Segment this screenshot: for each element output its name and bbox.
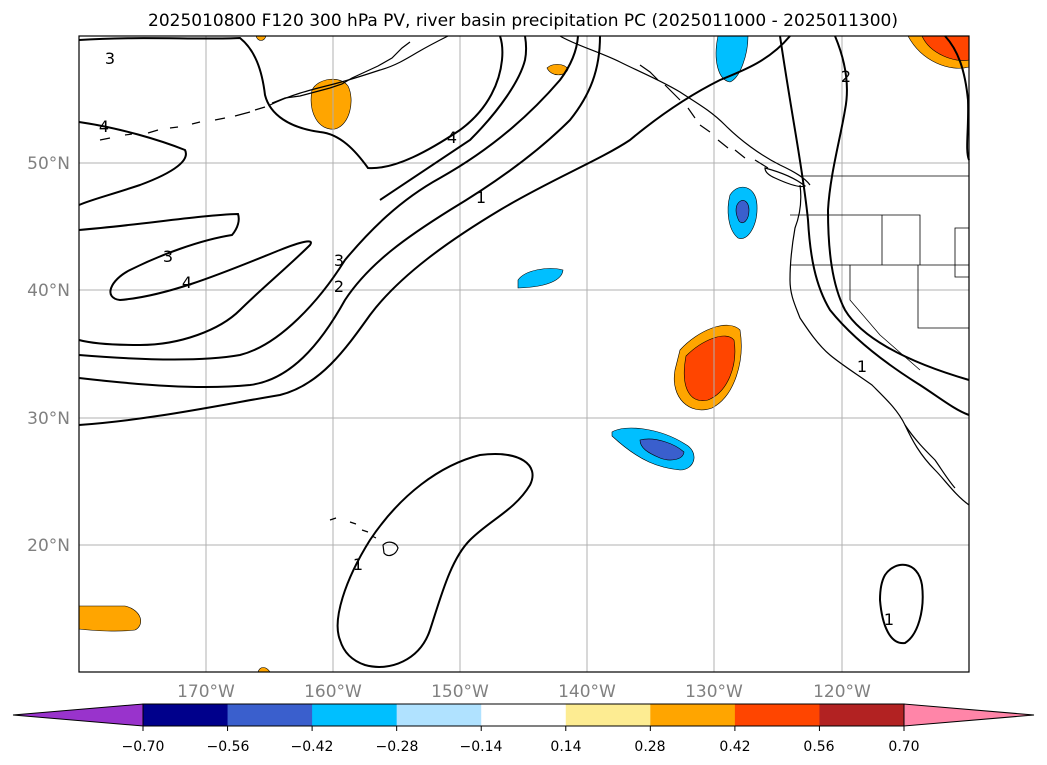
graticule <box>79 36 969 672</box>
colorbar-tick-label: −0.28 <box>376 739 419 755</box>
bc-islands <box>639 64 769 169</box>
colorbar-segment <box>481 704 567 726</box>
colorbar-extend-high <box>904 704 1034 726</box>
colorbar-segment <box>734 704 820 726</box>
colorbar-extend-low <box>13 704 143 726</box>
contour-labels: 3 4 4 1 3 4 3 2 1 1 2 1 <box>99 49 894 629</box>
colorbar-segments <box>13 704 1034 726</box>
colorbar-tick-label: 0.56 <box>803 739 834 755</box>
alaska-coast <box>269 35 449 106</box>
precip-anomaly-orange-west <box>78 605 142 632</box>
lon-label-130w: 130°W <box>685 682 743 702</box>
colorbar-segment <box>143 704 229 726</box>
colorbar-segment <box>227 704 313 726</box>
lat-label-40n: 40°N <box>27 281 70 301</box>
lat-label-50n: 50°N <box>27 154 70 174</box>
map-panel: 3 4 4 1 3 4 3 2 1 1 2 1 <box>78 35 970 673</box>
baja-california <box>904 424 956 489</box>
latitude-labels: 50°N 40°N 30°N 20°N <box>27 154 70 556</box>
longitude-labels: 170°W 160°W 150°W 140°W 130°W 120°W <box>177 682 871 702</box>
plot-title: 2025010800 F120 300 hPa PV, river basin … <box>148 11 898 31</box>
lon-label-120w: 120°W <box>813 682 871 702</box>
contour-label: 1 <box>884 610 894 629</box>
colorbar-tick-label: −0.70 <box>122 739 165 755</box>
pv-contour-2-east <box>826 35 970 381</box>
colorbar-tick-label: −0.42 <box>291 739 334 755</box>
contour-label: 1 <box>857 357 867 376</box>
coastlines <box>99 35 970 557</box>
colorbar-ticks <box>142 726 905 731</box>
colorbar-tick-labels: −0.70 −0.56 −0.42 −0.28 −0.14 0.14 0.28 … <box>122 739 920 755</box>
pv-contour-2-main <box>78 35 601 389</box>
precip-anomaly-darkblue-washington <box>735 200 750 224</box>
state-borders <box>790 214 970 371</box>
contour-label: 4 <box>182 273 192 292</box>
pv-contour-1-main <box>78 35 791 426</box>
colorbar-frame <box>142 703 905 727</box>
colorbar-tick-label: −0.14 <box>460 739 503 755</box>
lon-label-150w: 150°W <box>431 682 489 702</box>
contour-label: 2 <box>841 67 851 86</box>
contour-label: 3 <box>105 49 115 68</box>
pv-contour-4-north <box>78 121 187 206</box>
aleutian-islands <box>99 106 266 141</box>
precip-anomaly-red-subtropical <box>683 335 736 401</box>
pv-contour-4-upper <box>379 35 528 201</box>
pv-contours <box>78 35 970 668</box>
us-west-coast <box>789 184 970 506</box>
contour-label: 4 <box>447 128 457 147</box>
pv-contour-4-main <box>78 212 312 347</box>
colorbar-segment <box>312 704 398 726</box>
contour-label: 3 <box>334 251 344 270</box>
contour-label: 1 <box>476 188 486 207</box>
precip-anomaly-blue-midpacific <box>517 268 564 289</box>
map-background <box>79 36 969 672</box>
colorbar-segment <box>565 704 651 726</box>
alaska-panhandle <box>559 35 811 186</box>
pv-contour-3-main <box>78 35 579 361</box>
colorbar-segment <box>396 704 482 726</box>
lon-label-140w: 140°W <box>558 682 616 702</box>
precip-anomaly-orange-alaska <box>310 78 352 130</box>
pv-contour-1-se <box>878 563 924 645</box>
hawaii-small-islands <box>329 517 377 539</box>
lon-label-170w: 170°W <box>177 682 235 702</box>
pv-contour-1-east <box>779 35 970 416</box>
vancouver-island <box>764 167 807 188</box>
map-frame <box>78 35 970 673</box>
colorbar: −0.70 −0.56 −0.42 −0.28 −0.14 0.14 0.28 … <box>12 703 1035 755</box>
pv-contour-3-ne <box>944 35 970 161</box>
colorbar-segment <box>650 704 736 726</box>
precip-anomaly-darkblue-hawaii-ne <box>639 438 685 461</box>
contour-label: 4 <box>99 117 109 136</box>
colorbar-tick-label: 0.14 <box>550 739 581 755</box>
lon-label-160w: 160°W <box>304 682 362 702</box>
lat-label-20n: 20°N <box>27 536 70 556</box>
colorbar-tick-label: −0.56 <box>207 739 250 755</box>
contour-label: 2 <box>334 277 344 296</box>
colorbar-tick-label: 0.42 <box>719 739 750 755</box>
pv-contour-1-hawaii <box>336 453 534 668</box>
political-borders <box>790 175 970 371</box>
contour-label: 1 <box>353 555 363 574</box>
pv-contour-3-north <box>78 35 504 170</box>
colorbar-tick-label: 0.28 <box>634 739 665 755</box>
lat-label-30n: 30°N <box>27 409 70 429</box>
colorbar-tick-label: 0.70 <box>888 739 919 755</box>
alaska-peninsula <box>271 41 411 104</box>
colorbar-segment <box>819 704 905 726</box>
contour-label: 3 <box>163 247 173 266</box>
hawaii-island <box>382 541 399 557</box>
